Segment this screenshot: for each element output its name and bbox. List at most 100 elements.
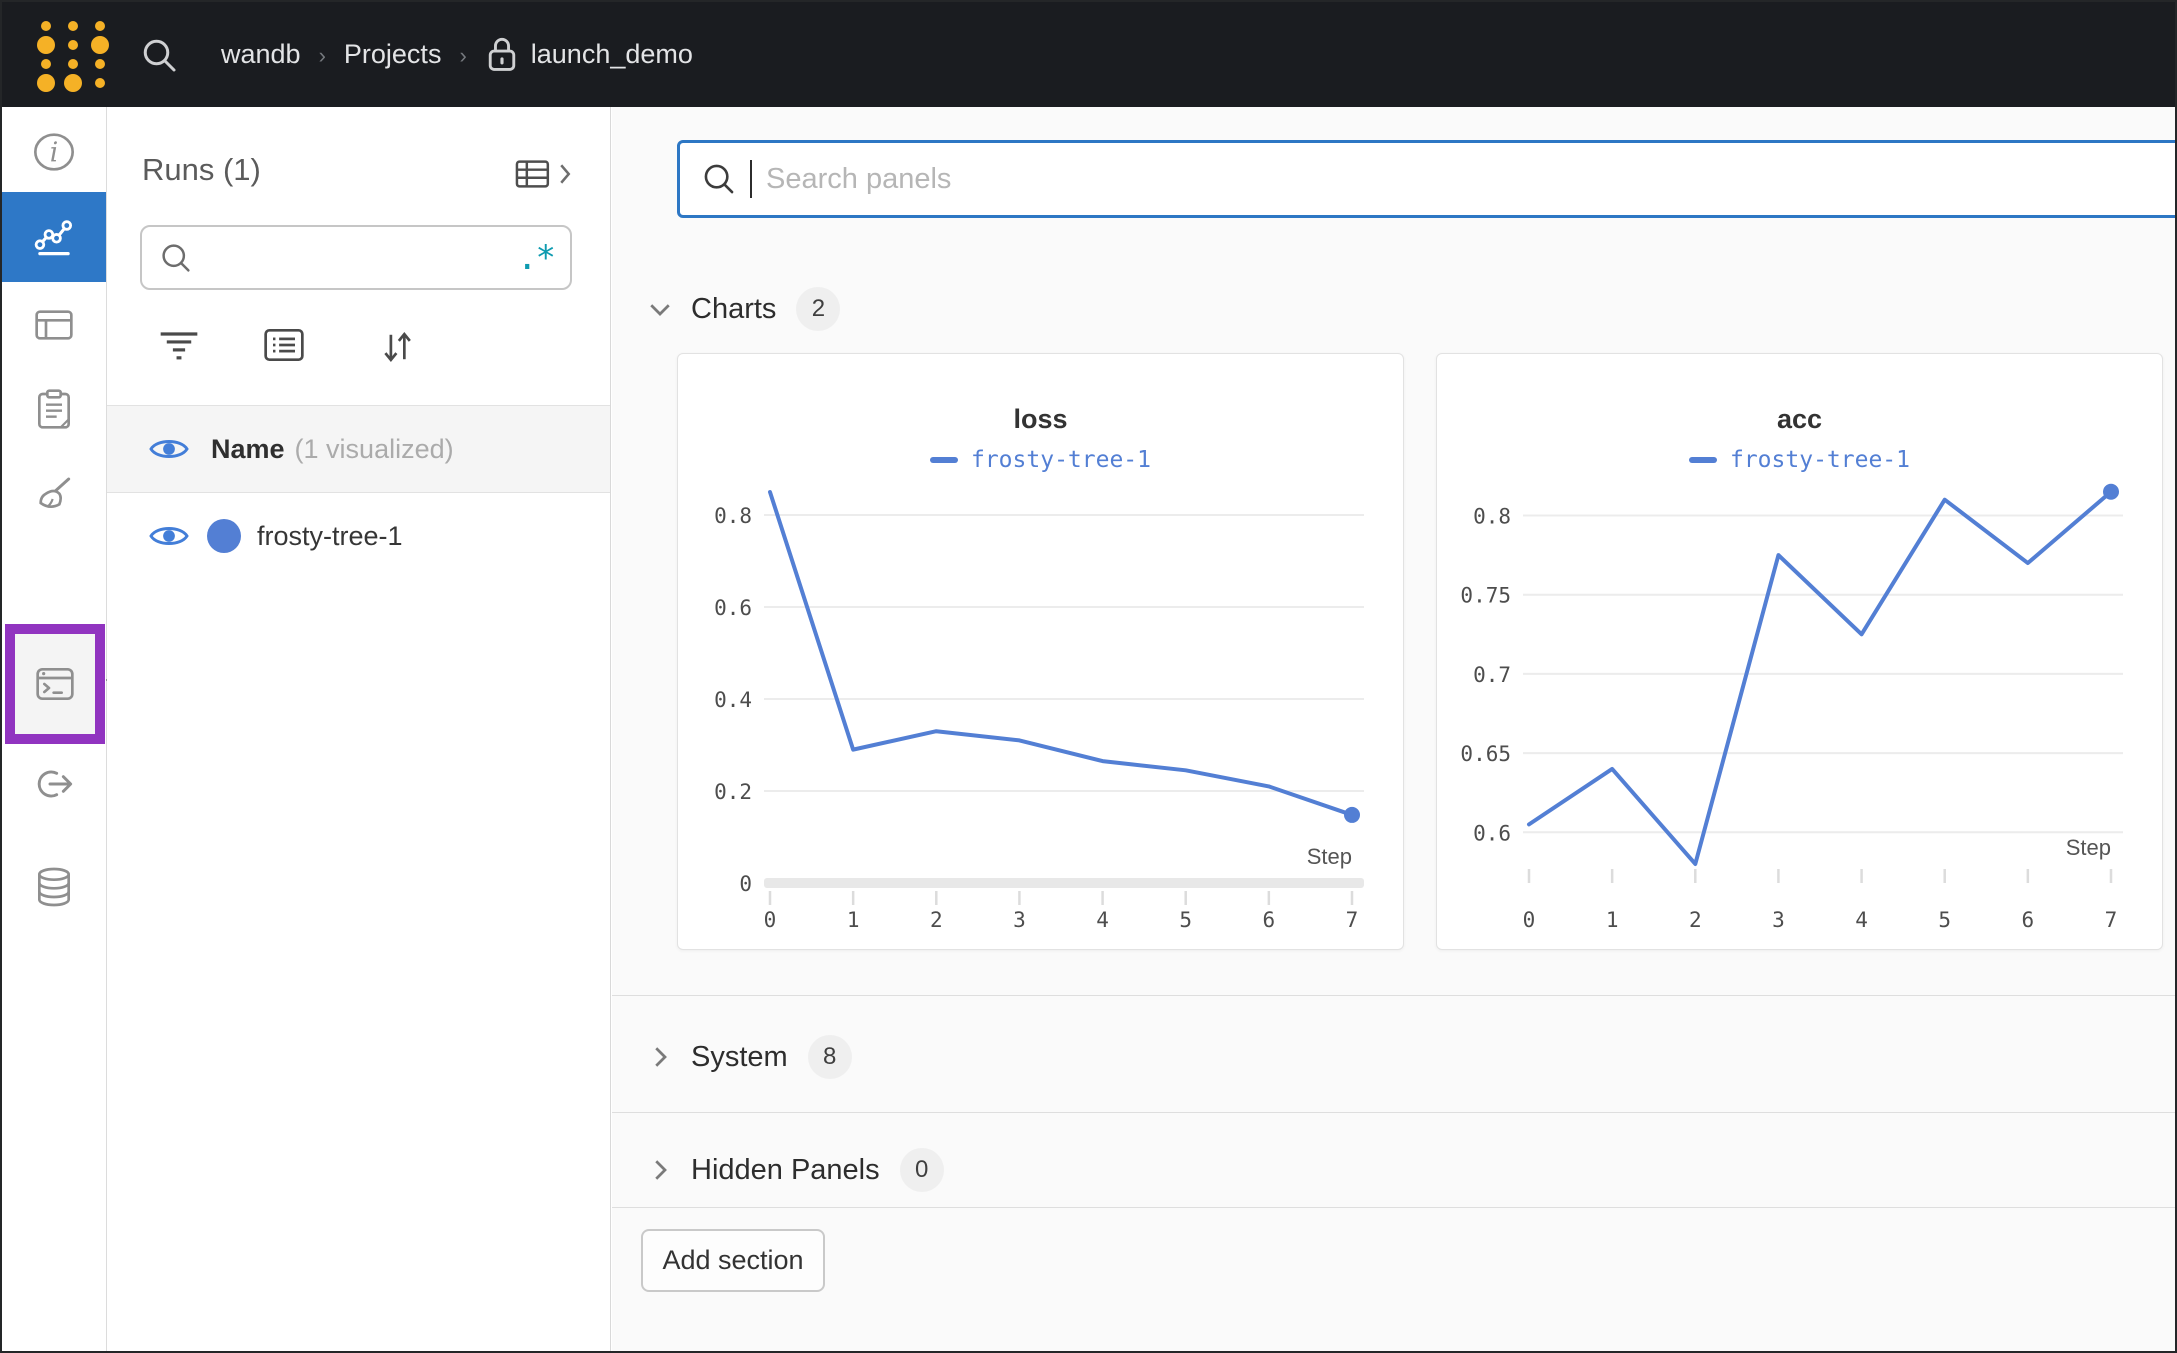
legend-line-swatch — [929, 457, 958, 463]
visibility-eye-icon[interactable] — [149, 434, 189, 464]
svg-text:0.65: 0.65 — [1460, 742, 1511, 766]
launch-arrow-icon — [37, 770, 73, 798]
sidebar-item-tables[interactable] — [2, 280, 106, 370]
svg-text:Step: Step — [1307, 844, 1352, 869]
runs-search-box[interactable]: .* — [140, 225, 572, 290]
runs-header-name[interactable]: Name — [211, 433, 285, 464]
runs-header-visualized: (1 visualized) — [294, 433, 454, 464]
search-icon — [162, 243, 190, 272]
runs-list-header: Name (1 visualized) — [107, 405, 610, 493]
chart-title: loss — [1013, 404, 1068, 434]
svg-text:0.6: 0.6 — [714, 596, 752, 620]
chevron-right-icon[interactable] — [645, 1042, 675, 1072]
svg-text:7: 7 — [1346, 908, 1359, 932]
svg-text:3: 3 — [1013, 908, 1026, 932]
breadcrumb: wandb › Projects › launch_demo — [221, 35, 693, 75]
filter-button[interactable] — [157, 325, 201, 365]
text-cursor — [750, 160, 752, 198]
chevron-right-icon — [560, 164, 571, 184]
sidebar-item-sweeps[interactable] — [2, 450, 106, 540]
clipboard-icon — [38, 389, 70, 429]
svg-text:0: 0 — [1523, 908, 1536, 932]
svg-text:7: 7 — [2105, 908, 2118, 932]
svg-text:6: 6 — [2022, 908, 2035, 932]
regex-toggle-icon[interactable]: .* — [517, 237, 556, 278]
panel-search-input[interactable] — [766, 162, 2174, 196]
svg-text:3: 3 — [1772, 908, 1785, 932]
runs-table-icon — [515, 160, 550, 188]
svg-text:6: 6 — [1263, 908, 1276, 932]
hidden-panels-count-badge: 0 — [899, 1148, 944, 1192]
lock-icon — [485, 35, 519, 75]
chevron-right-icon: › — [459, 42, 467, 68]
sort-arrows-icon — [384, 332, 411, 362]
acc-line-plot[interactable]: 0.6 0.65 0.7 0.75 0.8 0 1 2 3 4 5 6 7 Step — [1437, 479, 2163, 949]
system-section-label: System — [691, 1040, 788, 1073]
visibility-eye-icon[interactable] — [149, 521, 189, 551]
section-divider — [612, 1207, 2175, 1208]
workspace-main: Charts 2 loss frosty-tree-1 00.20.40.60.… — [612, 107, 2175, 1351]
sidebar-item-reports[interactable] — [2, 365, 106, 455]
runs-panel: Runs (1) .* Name (1 visuali — [107, 107, 611, 1351]
system-section-header[interactable]: System 8 — [612, 1032, 2175, 1082]
chevron-down-icon[interactable] — [645, 294, 675, 324]
info-icon: i — [34, 133, 74, 171]
loss-line-plot[interactable]: 0 0.2 0.4 0.6 0.8 0 1 2 3 4 5 6 7 Step — [678, 479, 1404, 949]
sort-button[interactable] — [375, 325, 419, 369]
system-count-badge: 8 — [807, 1035, 852, 1079]
chevron-right-icon[interactable] — [645, 1155, 675, 1185]
svg-text:5: 5 — [1938, 908, 1951, 932]
breadcrumb-project[interactable]: launch_demo — [530, 39, 693, 69]
charts-section-header[interactable]: Charts 2 — [612, 287, 2175, 331]
hidden-panels-section-header[interactable]: Hidden Panels 0 — [612, 1145, 2175, 1195]
sidebar-item-jobs-highlighted[interactable] — [5, 624, 105, 744]
sidebar-item-workspace[interactable] — [2, 192, 106, 282]
table-panel-icon — [35, 310, 73, 340]
search-icon — [704, 164, 734, 194]
svg-text:5: 5 — [1179, 908, 1192, 932]
svg-text:0.75: 0.75 — [1460, 584, 1511, 608]
svg-text:i: i — [50, 137, 59, 168]
svg-text:1: 1 — [847, 908, 860, 932]
list-icon — [264, 328, 304, 362]
runs-search-input[interactable] — [206, 242, 518, 273]
chart-title: acc — [1776, 404, 1823, 434]
line-chart-icon — [34, 220, 73, 256]
run-name[interactable]: frosty-tree-1 — [257, 520, 403, 551]
chevron-right-icon: › — [318, 42, 326, 68]
svg-text:0.6: 0.6 — [1473, 821, 1511, 845]
run-color-dot — [207, 519, 241, 553]
section-divider — [612, 1112, 2175, 1113]
svg-text:2: 2 — [930, 908, 943, 932]
sidebar-item-overview[interactable]: i — [2, 107, 106, 197]
charts-grid: loss frosty-tree-1 0 0.2 0.4 0.6 0.8 0 1 2 3 4 5 6 7… — [677, 353, 2163, 950]
broom-icon — [39, 477, 71, 508]
add-section-button[interactable]: Add section — [641, 1229, 825, 1292]
svg-text:0.4: 0.4 — [714, 688, 752, 712]
section-divider — [612, 995, 2175, 996]
svg-text:0.8: 0.8 — [1473, 505, 1511, 529]
charts-count-badge: 2 — [796, 287, 841, 331]
breadcrumb-projects[interactable]: Projects — [343, 39, 442, 69]
search-icon[interactable] — [139, 35, 179, 75]
runs-toolbar — [107, 325, 610, 373]
sidebar-item-launch[interactable] — [2, 739, 106, 829]
breadcrumb-org[interactable]: wandb — [221, 39, 301, 69]
wandb-logo-icon[interactable] — [32, 17, 113, 93]
open-runs-table-button[interactable] — [512, 153, 576, 195]
svg-text:0.8: 0.8 — [714, 504, 752, 528]
group-button[interactable] — [262, 325, 306, 365]
svg-text:4: 4 — [1096, 908, 1109, 932]
svg-text:Step: Step — [2066, 835, 2111, 860]
svg-text:4: 4 — [1855, 908, 1868, 932]
sidebar-item-artifacts[interactable] — [2, 842, 106, 932]
panel-search-box[interactable] — [677, 140, 2175, 218]
filter-icon — [160, 332, 198, 360]
panel-loss-chart[interactable]: loss frosty-tree-1 0 0.2 0.4 0.6 0.8 0 1 2 3 4 5 6 7… — [677, 353, 1404, 950]
chart-legend: frosty-tree-1 — [678, 447, 1403, 473]
panel-acc-chart[interactable]: acc frosty-tree-1 0.6 0.65 0.7 0.75 0.8 0 1 2 3 4… — [1436, 353, 2163, 950]
run-row[interactable]: frosty-tree-1 — [107, 494, 610, 578]
svg-text:0: 0 — [764, 908, 777, 932]
database-icon — [38, 867, 70, 907]
legend-run-name: frosty-tree-1 — [1729, 447, 1910, 473]
